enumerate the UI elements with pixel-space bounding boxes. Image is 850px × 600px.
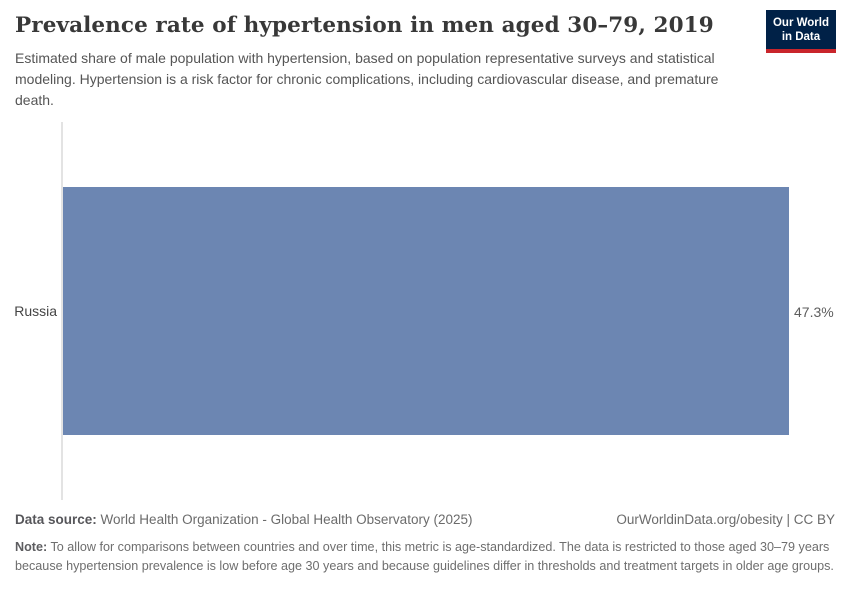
- chart-note: Note: To allow for comparisons between c…: [15, 538, 835, 576]
- value-label-russia: 47.3%: [794, 304, 834, 320]
- owid-logo-line2: in Data: [781, 31, 821, 43]
- data-source-text: World Health Organization - Global Healt…: [100, 512, 473, 527]
- owid-logo[interactable]: Our World in Data: [765, 10, 836, 53]
- chart-footer: Data source: World Health Organization -…: [15, 511, 835, 576]
- owid-cc-link[interactable]: OurWorldinData.org/obesity | CC BY: [616, 512, 835, 527]
- note-label: Note:: [15, 540, 48, 554]
- entity-label-russia: Russia: [14, 303, 57, 319]
- note-text: To allow for comparisons between countri…: [15, 540, 834, 573]
- chart-subtitle: Estimated share of male population with …: [15, 50, 719, 108]
- data-source: Data source: World Health Organization -…: [15, 511, 472, 528]
- source-row: Data source: World Health Organization -…: [15, 511, 835, 528]
- chart-header: Prevalence rate of hypertension in men a…: [15, 10, 836, 111]
- bar-russia[interactable]: [63, 187, 789, 435]
- page-title: Prevalence rate of hypertension in men a…: [15, 13, 714, 38]
- data-source-label: Data source:: [15, 512, 97, 527]
- owid-logo-line1: Our World: [772, 17, 829, 29]
- y-axis-line: [61, 122, 63, 500]
